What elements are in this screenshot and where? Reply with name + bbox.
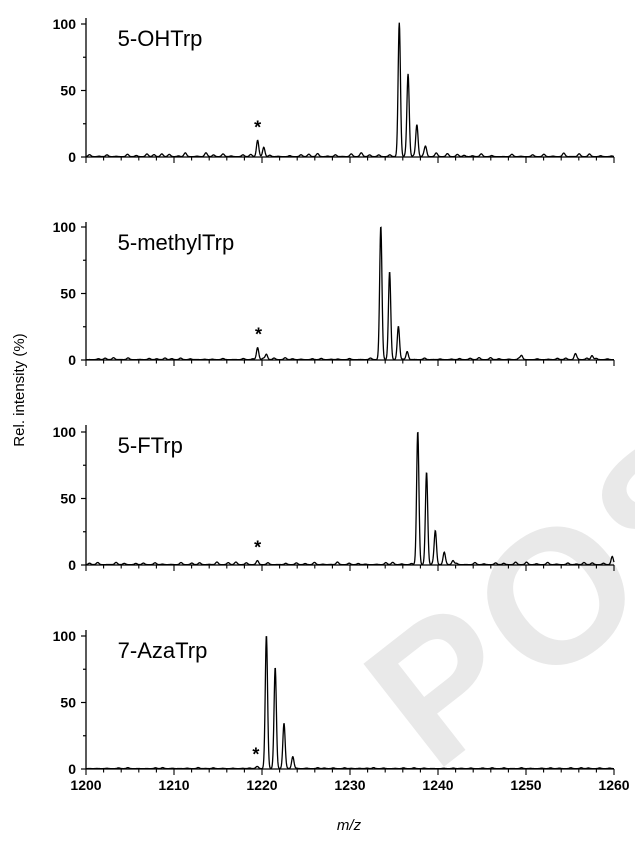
x-tick-label: 1240 [422, 777, 453, 793]
watermark-text: POS [329, 382, 635, 807]
x-tick-label: 1250 [510, 777, 541, 793]
x-tick-label: 1260 [598, 777, 629, 793]
x-tick-label: 1220 [246, 777, 277, 793]
y-tick-label: 100 [53, 628, 77, 644]
spectrum-trace [86, 226, 614, 361]
y-tick-label: 50 [60, 83, 76, 99]
y-tick-label: 100 [53, 219, 77, 235]
x-axis-tick-labels: 1200 1210 1220 1230 1240 1250 1260 [70, 777, 629, 793]
y-tick-label: 0 [68, 557, 76, 573]
x-tick-label: 1200 [70, 777, 101, 793]
spectrum-panel-2: 0 50 100 5-methylTrp * [53, 219, 615, 368]
asterisk-marker: * [252, 744, 259, 764]
y-tick-label: 50 [60, 491, 76, 507]
spectrum-panel-4: 0 50 100 7-AzaTrp * [53, 628, 615, 777]
y-tick-label: 0 [68, 761, 76, 777]
asterisk-marker: * [254, 538, 261, 558]
asterisk-marker: * [255, 325, 262, 345]
panel-label: 5-methylTrp [118, 230, 235, 255]
y-axis-title: Rel. intensity (%) [11, 333, 28, 446]
spectrum-trace [85, 22, 615, 158]
panel-label: 7-AzaTrp [118, 638, 208, 663]
spectrum-panel-3: 0 50 100 5-FTrp * [53, 424, 615, 573]
y-tick-label: 50 [60, 695, 76, 711]
x-axis-title: m/z [337, 817, 362, 834]
asterisk-marker: * [254, 118, 261, 138]
y-tick-label: 50 [60, 286, 76, 302]
x-tick-label: 1210 [158, 777, 189, 793]
y-tick-label: 0 [68, 352, 76, 368]
spectrum-trace [85, 431, 615, 566]
spectrum-trace [86, 636, 614, 770]
spectrum-panel-1: 0 50 100 5-OHTrp * [53, 16, 615, 165]
panel-label: 5-OHTrp [118, 26, 203, 51]
y-tick-label: 100 [53, 16, 77, 32]
y-tick-label: 0 [68, 149, 76, 165]
y-tick-label: 100 [53, 424, 77, 440]
spectra-panels: 0 50 100 5-OHTrp * 0 50 100 5-methylTrp * 0 50 100 5-… [53, 16, 615, 777]
panel-label: 5-FTrp [118, 433, 183, 458]
x-tick-label: 1230 [334, 777, 365, 793]
